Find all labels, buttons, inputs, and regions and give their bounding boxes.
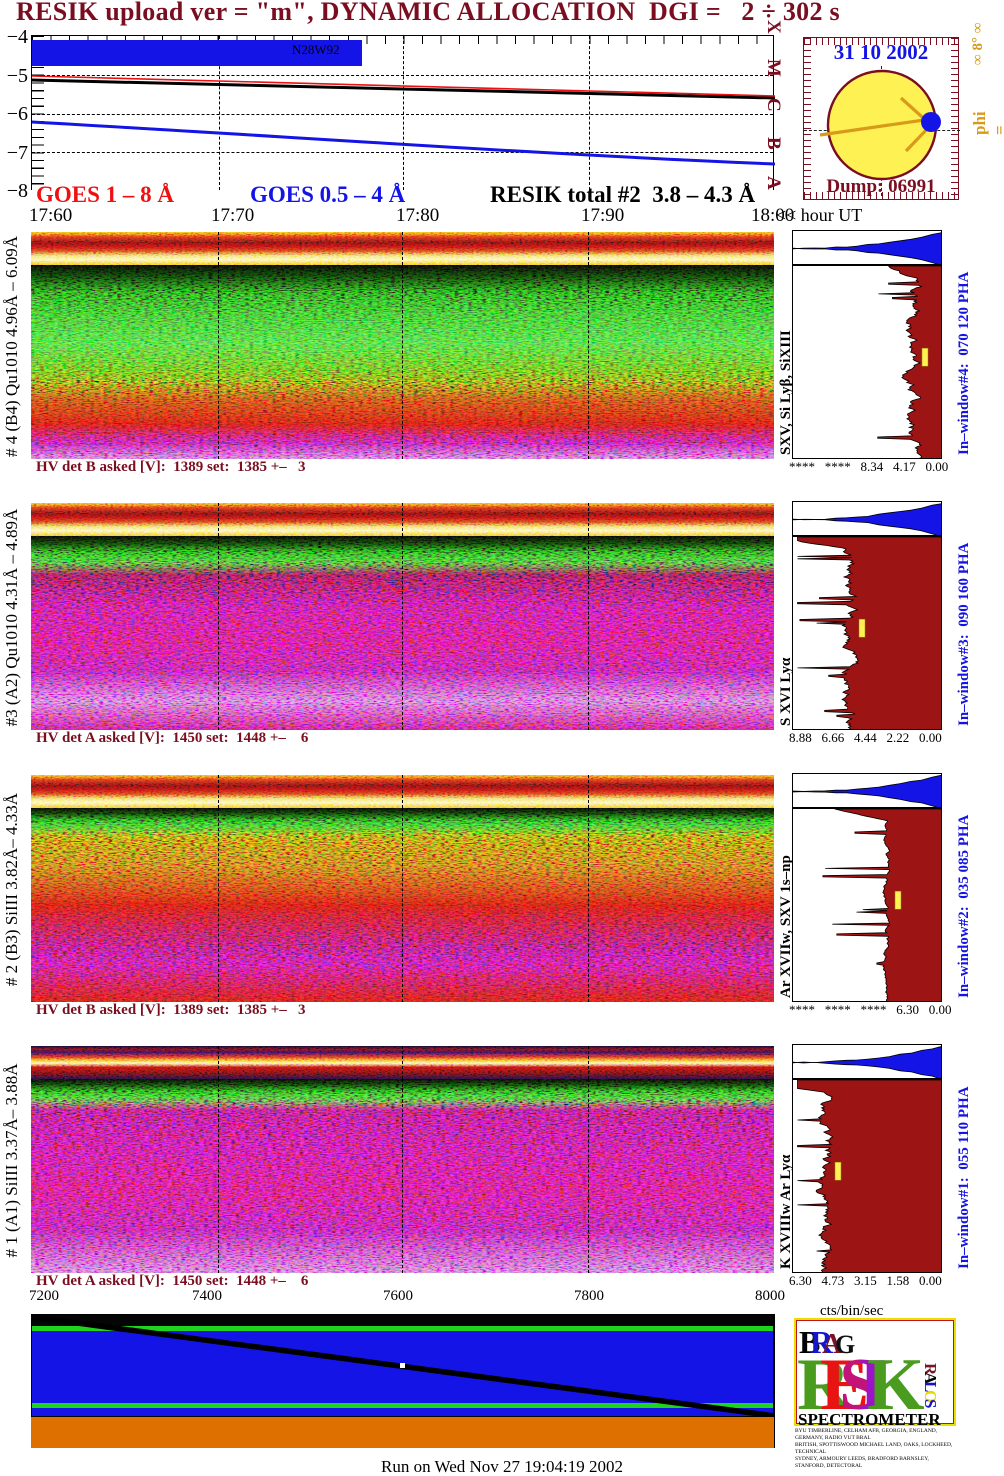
svg-text:SPECTROMETER: SPECTROMETER	[798, 1410, 941, 1429]
svg-text:S: S	[921, 1399, 940, 1408]
